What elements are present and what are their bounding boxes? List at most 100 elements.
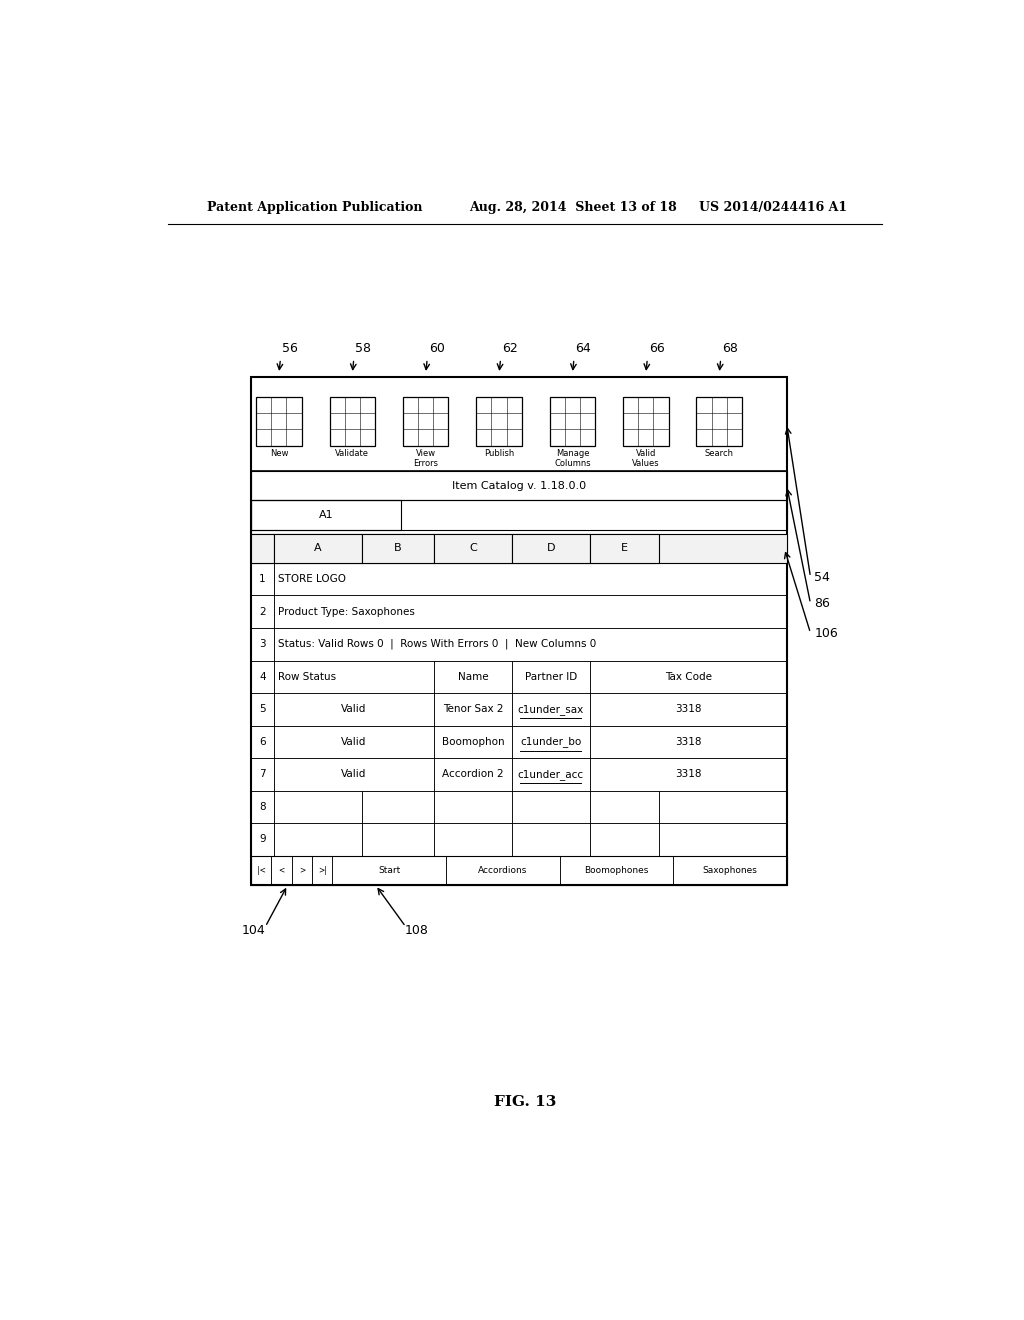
Text: Valid
Values: Valid Values: [632, 449, 659, 469]
Text: D: D: [547, 544, 555, 553]
Bar: [251, 824, 273, 855]
Text: 108: 108: [404, 924, 428, 937]
Text: c1under_bo: c1under_bo: [520, 737, 582, 747]
Text: Patent Application Publication: Patent Application Publication: [207, 201, 423, 214]
Bar: [251, 471, 786, 500]
Bar: [696, 397, 742, 446]
Bar: [330, 397, 375, 446]
Bar: [273, 758, 434, 791]
Text: FIG. 13: FIG. 13: [494, 1094, 556, 1109]
Text: Valid: Valid: [341, 770, 367, 779]
Bar: [559, 855, 673, 886]
Bar: [590, 791, 659, 824]
Text: Product Type: Saxophones: Product Type: Saxophones: [279, 607, 415, 616]
Bar: [434, 535, 512, 562]
Text: Search: Search: [705, 449, 733, 458]
Bar: [512, 726, 590, 758]
Bar: [590, 535, 659, 562]
Bar: [434, 726, 512, 758]
Text: Valid: Valid: [341, 737, 367, 747]
Text: >|: >|: [317, 866, 327, 875]
Bar: [590, 693, 786, 726]
Text: A: A: [314, 544, 322, 553]
Bar: [251, 693, 273, 726]
Bar: [273, 628, 786, 660]
Bar: [251, 535, 786, 562]
Text: 3: 3: [259, 639, 265, 649]
Text: 64: 64: [575, 342, 591, 355]
Bar: [251, 628, 273, 660]
Text: 54: 54: [814, 570, 830, 583]
Bar: [590, 726, 786, 758]
Text: Item Catalog v. 1.18.0.0: Item Catalog v. 1.18.0.0: [452, 480, 586, 491]
Text: 1: 1: [259, 574, 265, 585]
Bar: [251, 562, 273, 595]
Bar: [312, 855, 333, 886]
Text: 2: 2: [259, 607, 265, 616]
Text: 8: 8: [259, 801, 265, 812]
Bar: [251, 500, 401, 529]
Bar: [273, 726, 434, 758]
Bar: [590, 824, 659, 855]
Bar: [590, 660, 786, 693]
Text: <: <: [279, 866, 285, 875]
Bar: [333, 855, 446, 886]
Text: Partner ID: Partner ID: [524, 672, 577, 681]
Text: 66: 66: [649, 342, 665, 355]
Text: >: >: [299, 866, 305, 875]
Bar: [402, 397, 449, 446]
Bar: [251, 726, 273, 758]
Bar: [251, 855, 271, 886]
Bar: [273, 595, 786, 628]
Bar: [251, 500, 786, 529]
Bar: [251, 758, 273, 791]
Bar: [273, 562, 786, 595]
Text: Accordion 2: Accordion 2: [442, 770, 504, 779]
Text: Name: Name: [458, 672, 488, 681]
Bar: [659, 824, 786, 855]
Text: c1under_sax: c1under_sax: [517, 704, 584, 714]
Text: 9: 9: [259, 834, 265, 845]
Bar: [512, 791, 590, 824]
Bar: [292, 855, 312, 886]
Text: Tax Code: Tax Code: [665, 672, 712, 681]
Text: Manage
Columns: Manage Columns: [554, 449, 591, 469]
Text: 56: 56: [282, 342, 298, 355]
Text: Status: Valid Rows 0  |  Rows With Errors 0  |  New Columns 0: Status: Valid Rows 0 | Rows With Errors …: [279, 639, 597, 649]
Bar: [512, 535, 590, 562]
Text: View
Errors: View Errors: [413, 449, 438, 469]
Text: Accordions: Accordions: [478, 866, 527, 875]
Bar: [623, 397, 669, 446]
Bar: [512, 660, 590, 693]
Text: C: C: [469, 544, 477, 553]
Text: New: New: [269, 449, 288, 458]
Text: 3318: 3318: [675, 770, 701, 779]
Text: Saxophones: Saxophones: [702, 866, 758, 875]
Bar: [256, 397, 302, 446]
Text: Publish: Publish: [484, 449, 514, 458]
Bar: [434, 791, 512, 824]
Text: 68: 68: [722, 342, 738, 355]
Text: 6: 6: [259, 737, 265, 747]
Text: 5: 5: [259, 705, 265, 714]
Text: 3318: 3318: [675, 705, 701, 714]
Bar: [434, 660, 512, 693]
Bar: [251, 595, 273, 628]
Text: 106: 106: [814, 627, 839, 640]
Bar: [273, 660, 434, 693]
Text: Row Status: Row Status: [279, 672, 337, 681]
Bar: [273, 693, 434, 726]
Bar: [434, 693, 512, 726]
Bar: [550, 397, 595, 446]
Bar: [361, 791, 434, 824]
Bar: [659, 791, 786, 824]
Text: US 2014/0244416 A1: US 2014/0244416 A1: [699, 201, 848, 214]
Bar: [512, 693, 590, 726]
Text: 62: 62: [502, 342, 518, 355]
Bar: [251, 855, 786, 886]
Bar: [434, 758, 512, 791]
Text: c1under_acc: c1under_acc: [518, 768, 584, 780]
Bar: [251, 378, 786, 886]
Bar: [512, 824, 590, 855]
Bar: [251, 535, 273, 562]
